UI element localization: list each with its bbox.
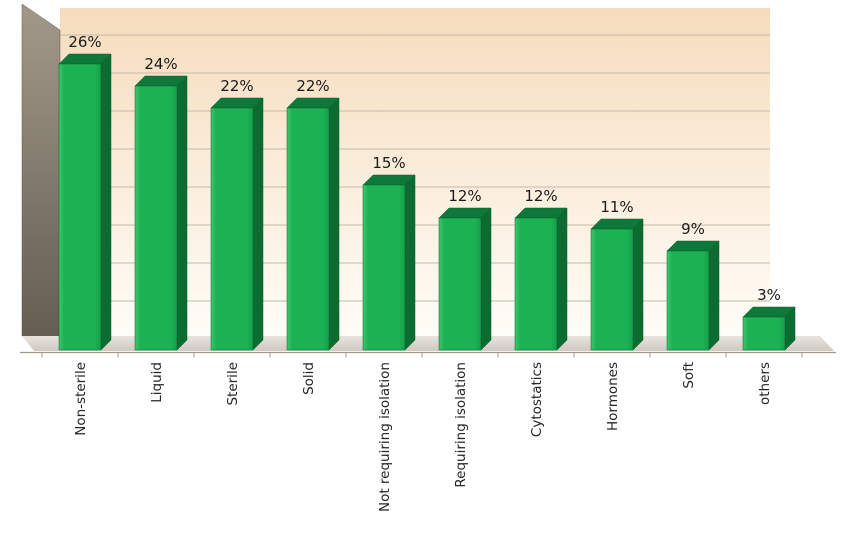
bar-side: [176, 75, 188, 351]
category-label: Sterile: [225, 362, 241, 406]
category-label: Not requiring isolation: [377, 362, 393, 512]
bar-front: [590, 228, 634, 351]
side-wall: [21, 3, 61, 351]
category-label: Requiring isolation: [453, 362, 469, 488]
value-label: 11%: [600, 198, 633, 216]
bar-front: [134, 85, 178, 351]
bar-side: [252, 97, 264, 351]
value-label: 22%: [296, 77, 329, 95]
value-label: 15%: [372, 154, 405, 172]
bar-front: [514, 217, 558, 351]
bar-front: [438, 217, 482, 351]
bar-side: [328, 97, 340, 351]
bar-side: [556, 207, 568, 351]
bar-side: [100, 53, 112, 351]
bar-front: [210, 107, 254, 351]
value-label: 3%: [757, 286, 781, 304]
bar-front: [742, 316, 786, 351]
bar-front: [58, 63, 102, 351]
bar-front: [666, 250, 710, 351]
value-label: 26%: [68, 33, 101, 51]
value-label: 12%: [448, 187, 481, 205]
category-label: others: [757, 362, 773, 405]
category-label: Non-sterile: [73, 362, 89, 436]
category-label: Liquid: [149, 362, 165, 403]
value-label: 22%: [220, 77, 253, 95]
value-label: 12%: [524, 187, 557, 205]
category-label: Solid: [301, 362, 317, 395]
bar-side: [480, 207, 492, 351]
category-label: Hormones: [605, 362, 621, 431]
value-label: 9%: [681, 220, 705, 238]
category-label: Soft: [681, 362, 697, 389]
bar-front: [362, 184, 406, 351]
bar-front: [286, 107, 330, 351]
bar-side: [632, 218, 644, 351]
bar-side: [708, 240, 720, 351]
value-label: 24%: [144, 55, 177, 73]
category-label: Cytostatics: [529, 362, 545, 437]
bar-side: [404, 174, 416, 351]
